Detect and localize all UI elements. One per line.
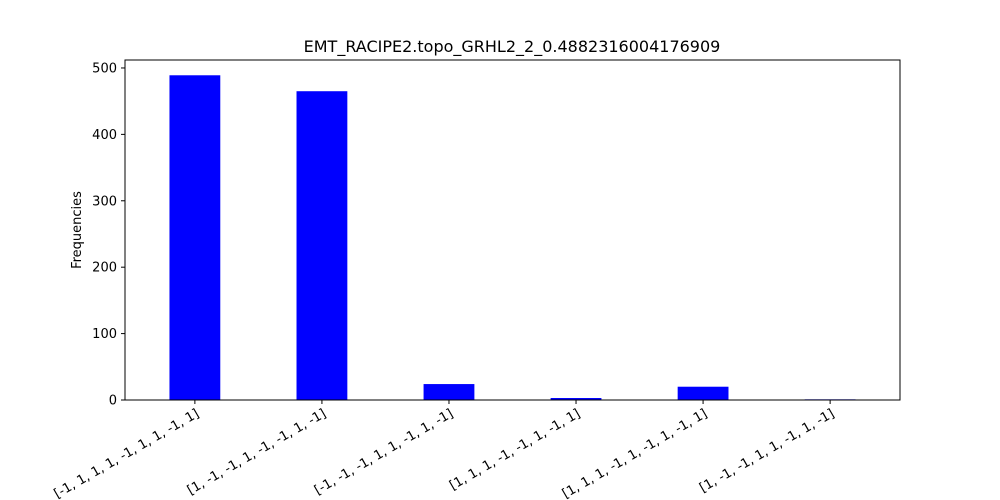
bar-3: [550, 398, 602, 400]
y-tick-label-1: 100: [92, 327, 117, 342]
y-tick-label-2: 200: [92, 261, 117, 276]
x-tick-label-2: [-1, -1, -1, 1, 1, -1, 1, -1]: [312, 406, 456, 498]
x-tick-label-3: [1, 1, 1, -1, -1, 1, -1, 1]: [447, 406, 583, 493]
x-tick-label-0: [-1, 1, 1, 1, -1, 1, 1, -1, 1]: [52, 406, 202, 500]
y-tick-label-3: 300: [92, 194, 117, 209]
y-axis: 0 100 200 300 400 500: [92, 61, 125, 409]
y-tick-label-0: 0: [109, 394, 117, 409]
x-tick-label-4: [1, 1, 1, -1, 1, -1, 1, -1, 1]: [560, 406, 710, 500]
x-tick-label-1: [1, -1, -1, 1, -1, -1, 1, -1]: [185, 406, 329, 498]
x-tick-label-5: [1, -1, -1, 1, 1, -1, 1, -1]: [697, 406, 837, 495]
bar-1: [296, 91, 348, 400]
bar-4: [677, 386, 729, 400]
x-axis: [-1, 1, 1, 1, -1, 1, 1, -1, 1][1, -1, -1…: [52, 400, 837, 500]
chart-title: EMT_RACIPE2.topo_GRHL2_2_0.4882316004176…: [304, 37, 721, 57]
y-tick-label-5: 500: [92, 61, 117, 76]
bar-0: [169, 75, 221, 400]
y-axis-label: Frequencies: [70, 191, 85, 269]
y-tick-label-4: 400: [92, 128, 117, 143]
bar-2: [423, 384, 475, 400]
plot-frame: [124, 59, 901, 401]
bars-group: [169, 75, 856, 400]
